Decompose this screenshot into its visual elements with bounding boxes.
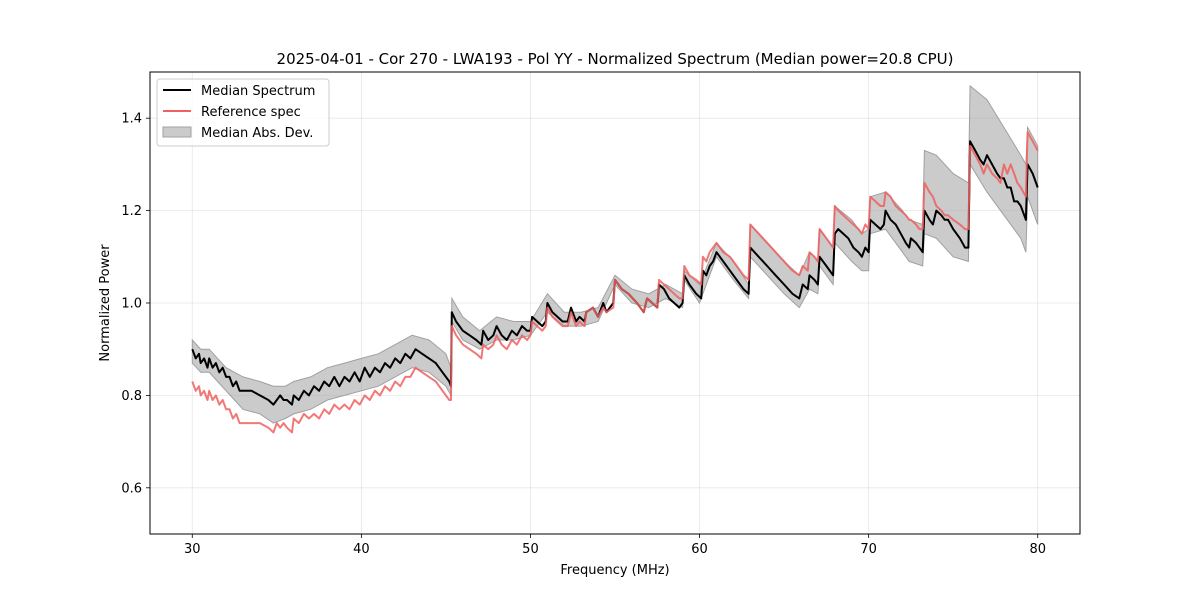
- legend-swatch-mad: [162, 126, 192, 138]
- y-tick-label: 1.4: [121, 112, 142, 127]
- series-group: [191, 131, 1039, 434]
- y-axis: 0.6 0.8 1.0 1.2 1.4: [121, 112, 150, 496]
- x-tick-label: 70: [860, 542, 877, 557]
- chart-title: 2025-04-01 - Cor 270 - LWA193 - Pol YY -…: [277, 50, 954, 68]
- mad-band-group: [191, 84, 1039, 424]
- x-tick-label: 40: [353, 542, 370, 557]
- y-tick-label: 1.0: [121, 297, 142, 312]
- x-axis-label: Frequency (MHz): [560, 563, 669, 578]
- legend: Median Spectrum Reference spec Median Ab…: [156, 78, 330, 147]
- y-axis-label: Normalized Power: [98, 244, 113, 362]
- legend-frame: [156, 78, 330, 147]
- legend-label-median: Median Spectrum: [201, 84, 315, 99]
- y-tick-label: 1.2: [121, 204, 142, 219]
- reference-spec-line: [191, 131, 1039, 434]
- x-tick-label: 80: [1029, 542, 1046, 557]
- x-tick-label: 60: [691, 542, 708, 557]
- legend-label-mad: Median Abs. Dev.: [201, 126, 313, 141]
- x-tick-label: 30: [184, 542, 201, 557]
- x-tick-label: 50: [522, 542, 539, 557]
- x-axis: 30 40 50 60 70 80: [184, 534, 1046, 557]
- y-tick-label: 0.8: [121, 389, 142, 404]
- mad-band: [191, 84, 1039, 424]
- legend-label-reference: Reference spec: [201, 105, 301, 120]
- y-tick-label: 0.6: [121, 481, 142, 496]
